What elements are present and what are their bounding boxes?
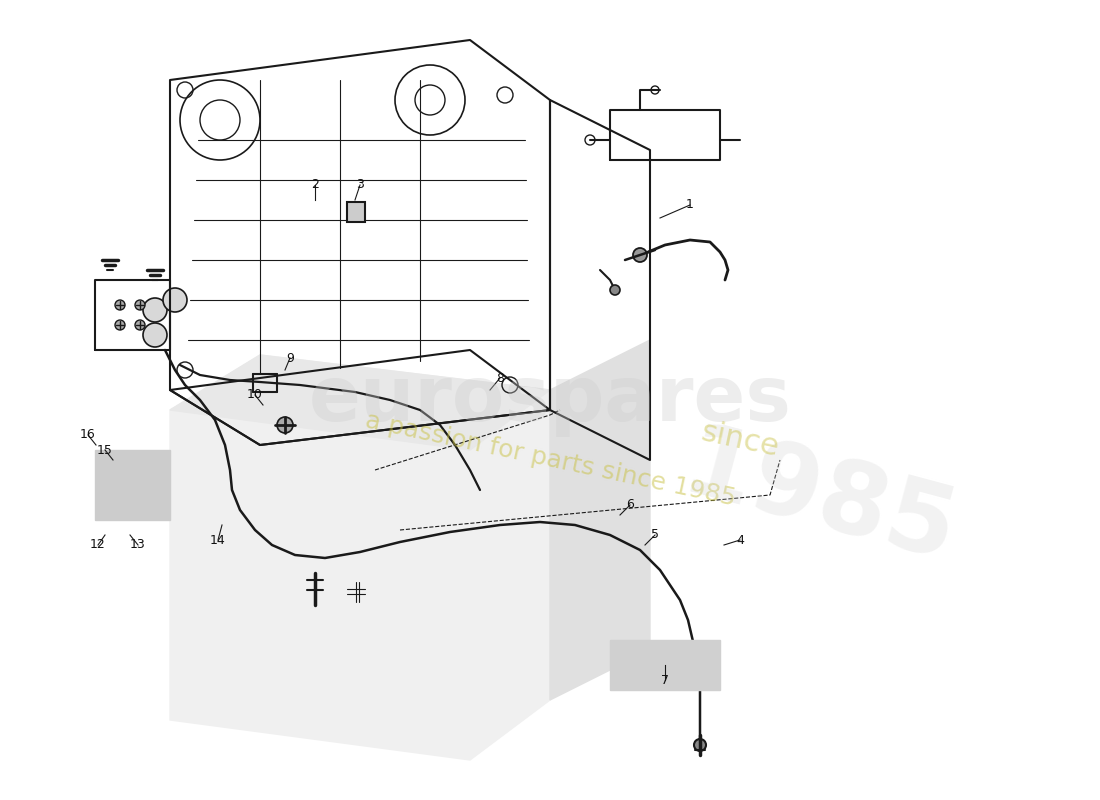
Circle shape [135,300,145,310]
Text: 12: 12 [90,538,106,551]
Circle shape [610,285,620,295]
Text: since: since [698,418,782,462]
Text: a passion for parts since 1985: a passion for parts since 1985 [363,409,737,511]
Polygon shape [170,355,550,450]
Text: 3: 3 [356,178,364,191]
Text: 1: 1 [686,198,694,211]
Text: 9: 9 [286,351,294,365]
Text: 14: 14 [210,534,225,546]
Circle shape [116,300,125,310]
Text: 16: 16 [80,429,96,442]
Text: 5: 5 [651,529,659,542]
Circle shape [143,298,167,322]
Circle shape [143,323,167,347]
Polygon shape [170,355,550,760]
Circle shape [116,320,125,330]
Circle shape [277,417,293,433]
Text: 10: 10 [248,389,263,402]
Text: 8: 8 [496,371,504,385]
Polygon shape [610,640,720,690]
Text: 6: 6 [626,498,634,511]
Text: eurospares: eurospares [309,363,791,437]
Bar [346,202,365,222]
Text: 7: 7 [661,674,669,686]
Text: 13: 13 [130,538,146,551]
Text: 2: 2 [311,178,319,191]
Text: 1985: 1985 [673,417,967,583]
Circle shape [694,739,706,751]
Circle shape [163,288,187,312]
Polygon shape [550,340,650,700]
Text: 15: 15 [97,443,113,457]
Polygon shape [95,450,170,520]
Text: 4: 4 [736,534,744,546]
Circle shape [632,248,647,262]
Circle shape [135,320,145,330]
